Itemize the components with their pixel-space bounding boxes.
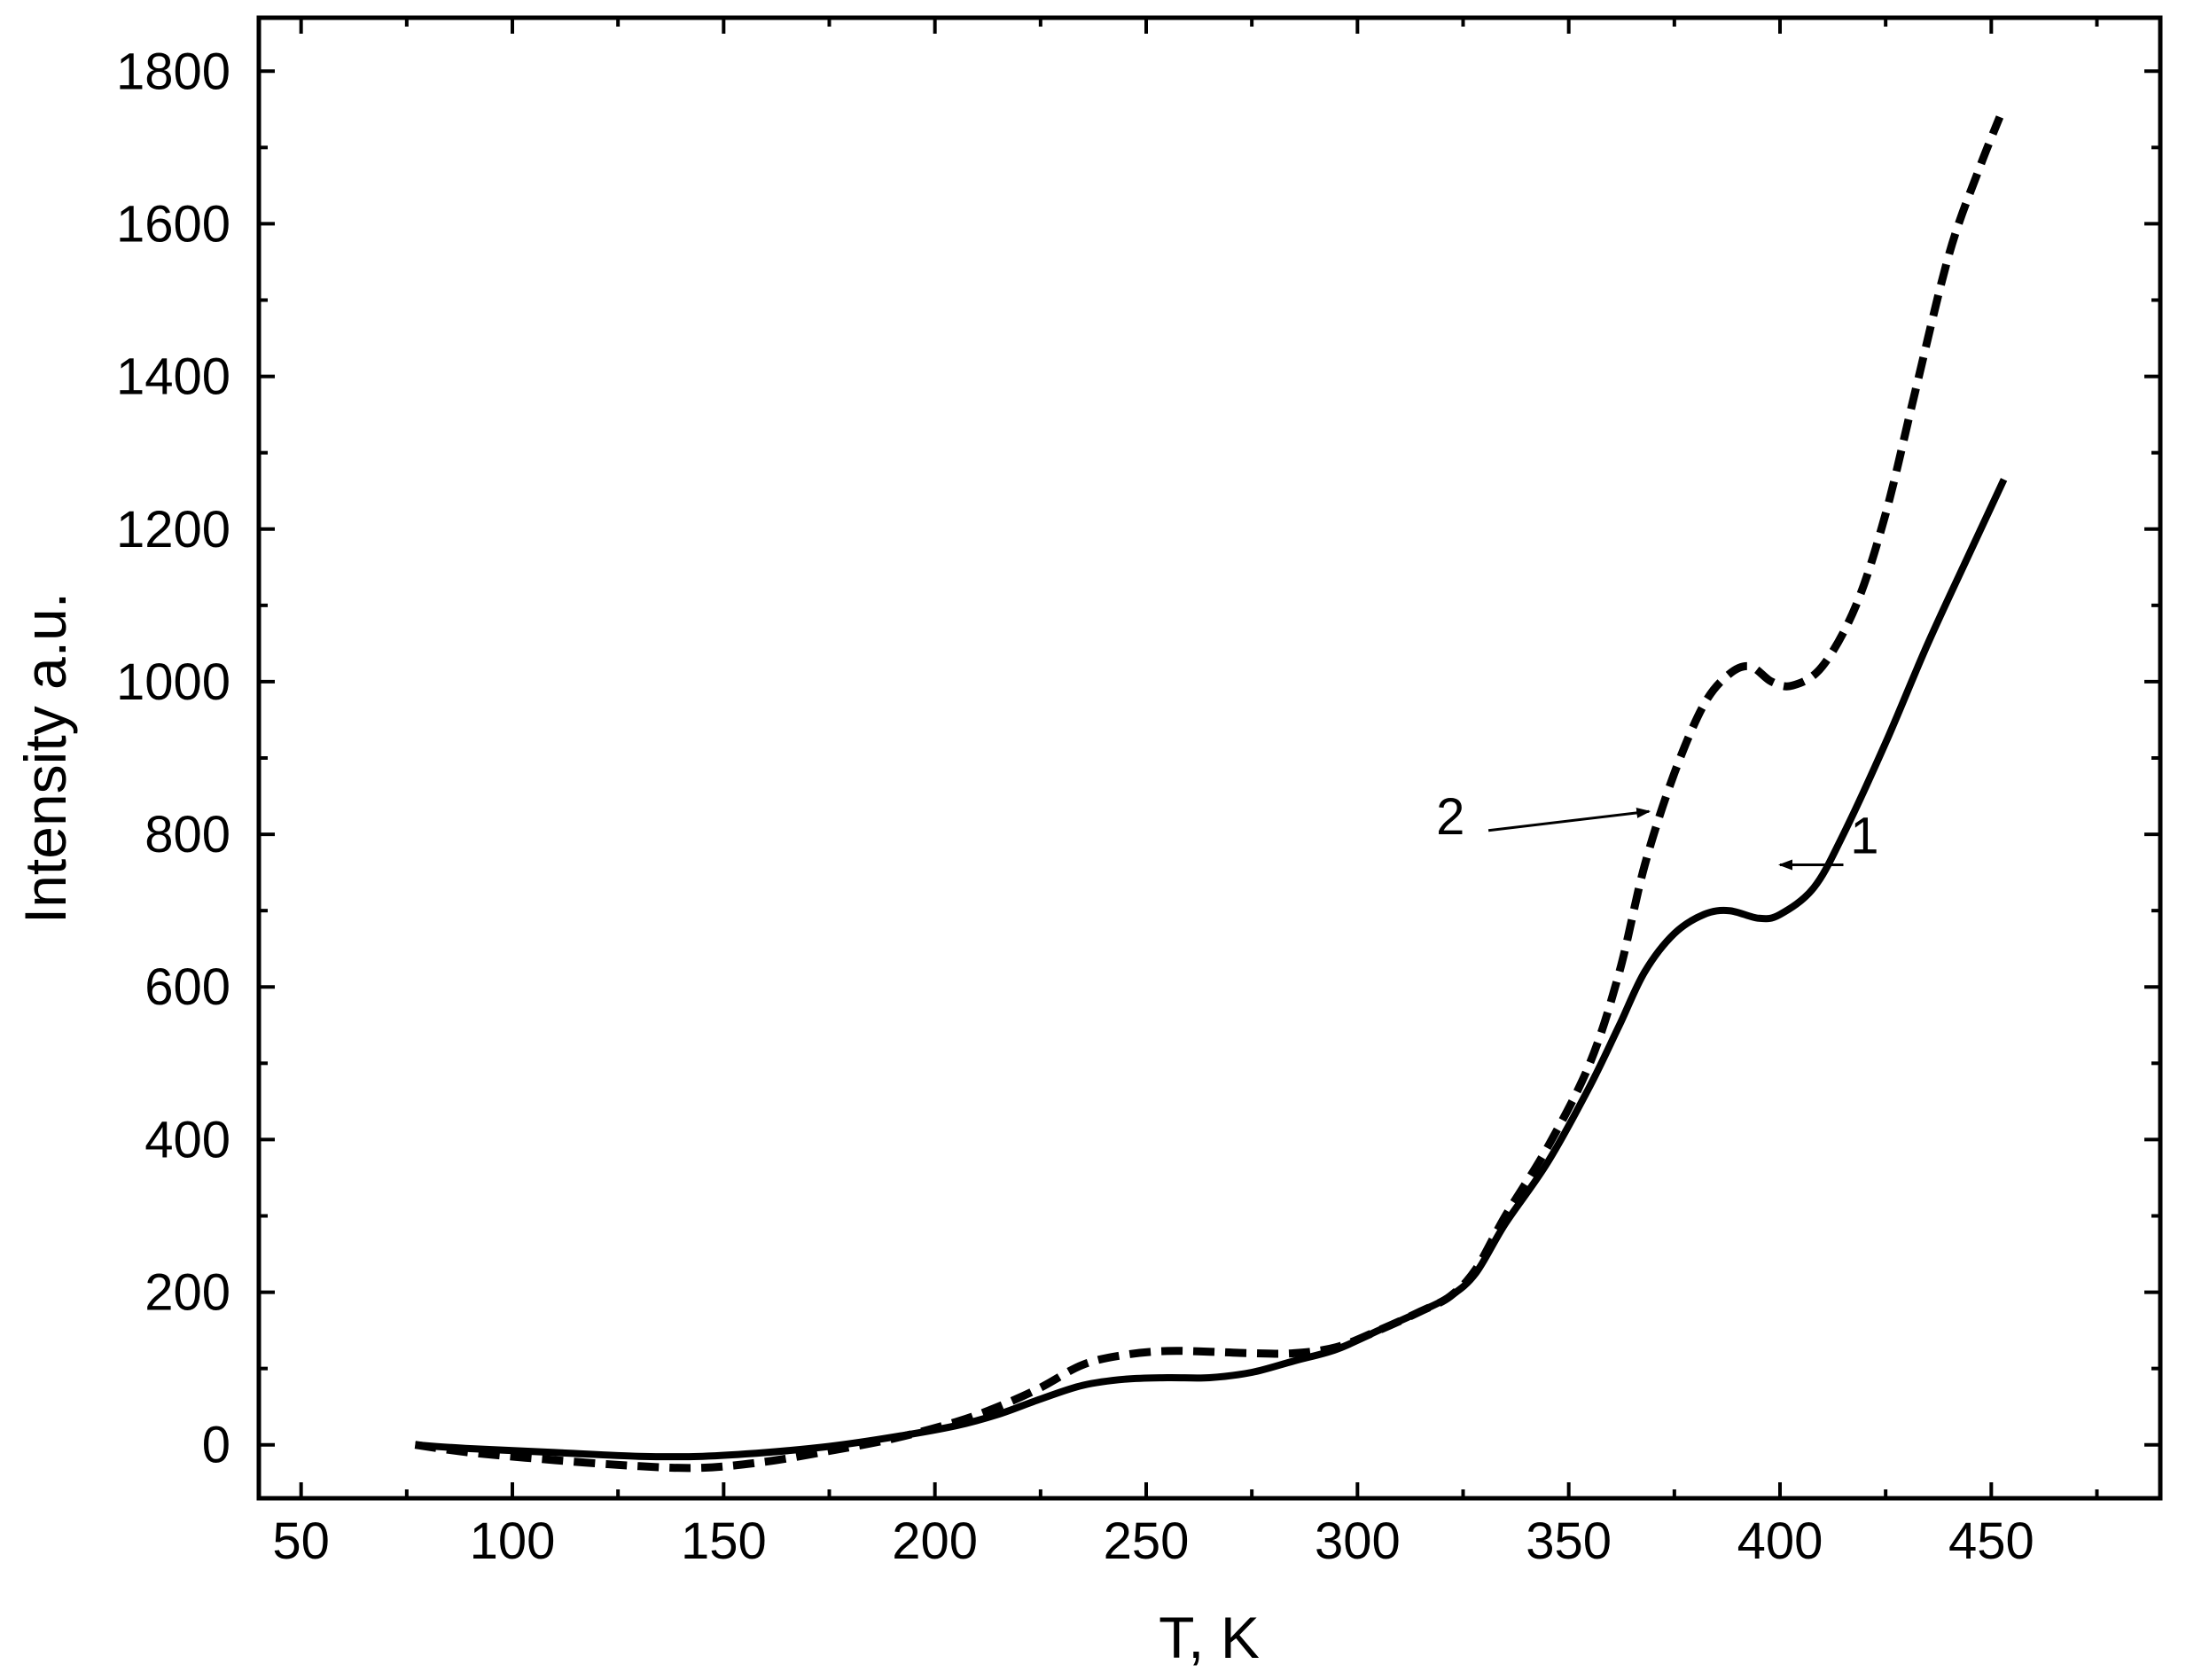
x-tick-label: 100	[470, 1512, 556, 1570]
y-tick-label: 1000	[116, 653, 230, 711]
y-tick-label: 0	[202, 1417, 230, 1474]
x-tick-label: 450	[1948, 1512, 2034, 1570]
x-tick-label: 200	[892, 1512, 978, 1570]
x-tick-label: 300	[1315, 1512, 1401, 1570]
ticks-layer: 50 100 150 200 250 300 350 400 450 0 200 400 600 800 1…	[116, 18, 2160, 1570]
x-tick-label: 250	[1104, 1512, 1190, 1570]
y-tick-label: 1800	[116, 43, 230, 100]
x-tick-label: 350	[1526, 1512, 1612, 1570]
series-1-line	[415, 478, 2008, 1461]
y-tick-label: 400	[144, 1111, 230, 1168]
series-2-line	[414, 115, 2004, 1473]
curve-1-label: 1	[1850, 808, 1878, 865]
y-tick-label: 600	[144, 958, 230, 1016]
series-layer	[414, 115, 2008, 1473]
y-tick-label: 1400	[116, 348, 230, 406]
y-tick-label: 1600	[116, 195, 230, 253]
x-axis-title: T, K	[1159, 1605, 1260, 1670]
curve-2-label: 2	[1436, 788, 1464, 846]
y-axis-title: Intensity a.u.	[12, 592, 78, 924]
x-tick-label: 400	[1737, 1512, 1823, 1570]
y-tick-label: 1200	[116, 501, 230, 559]
annotation-layer: 12	[1436, 788, 1878, 871]
x-tick-label: 150	[681, 1512, 767, 1570]
curve-2-arrow	[1487, 807, 1651, 832]
y-tick-label: 200	[144, 1264, 230, 1322]
x-tick-label: 50	[272, 1512, 330, 1570]
y-tick-label: 800	[144, 806, 230, 863]
